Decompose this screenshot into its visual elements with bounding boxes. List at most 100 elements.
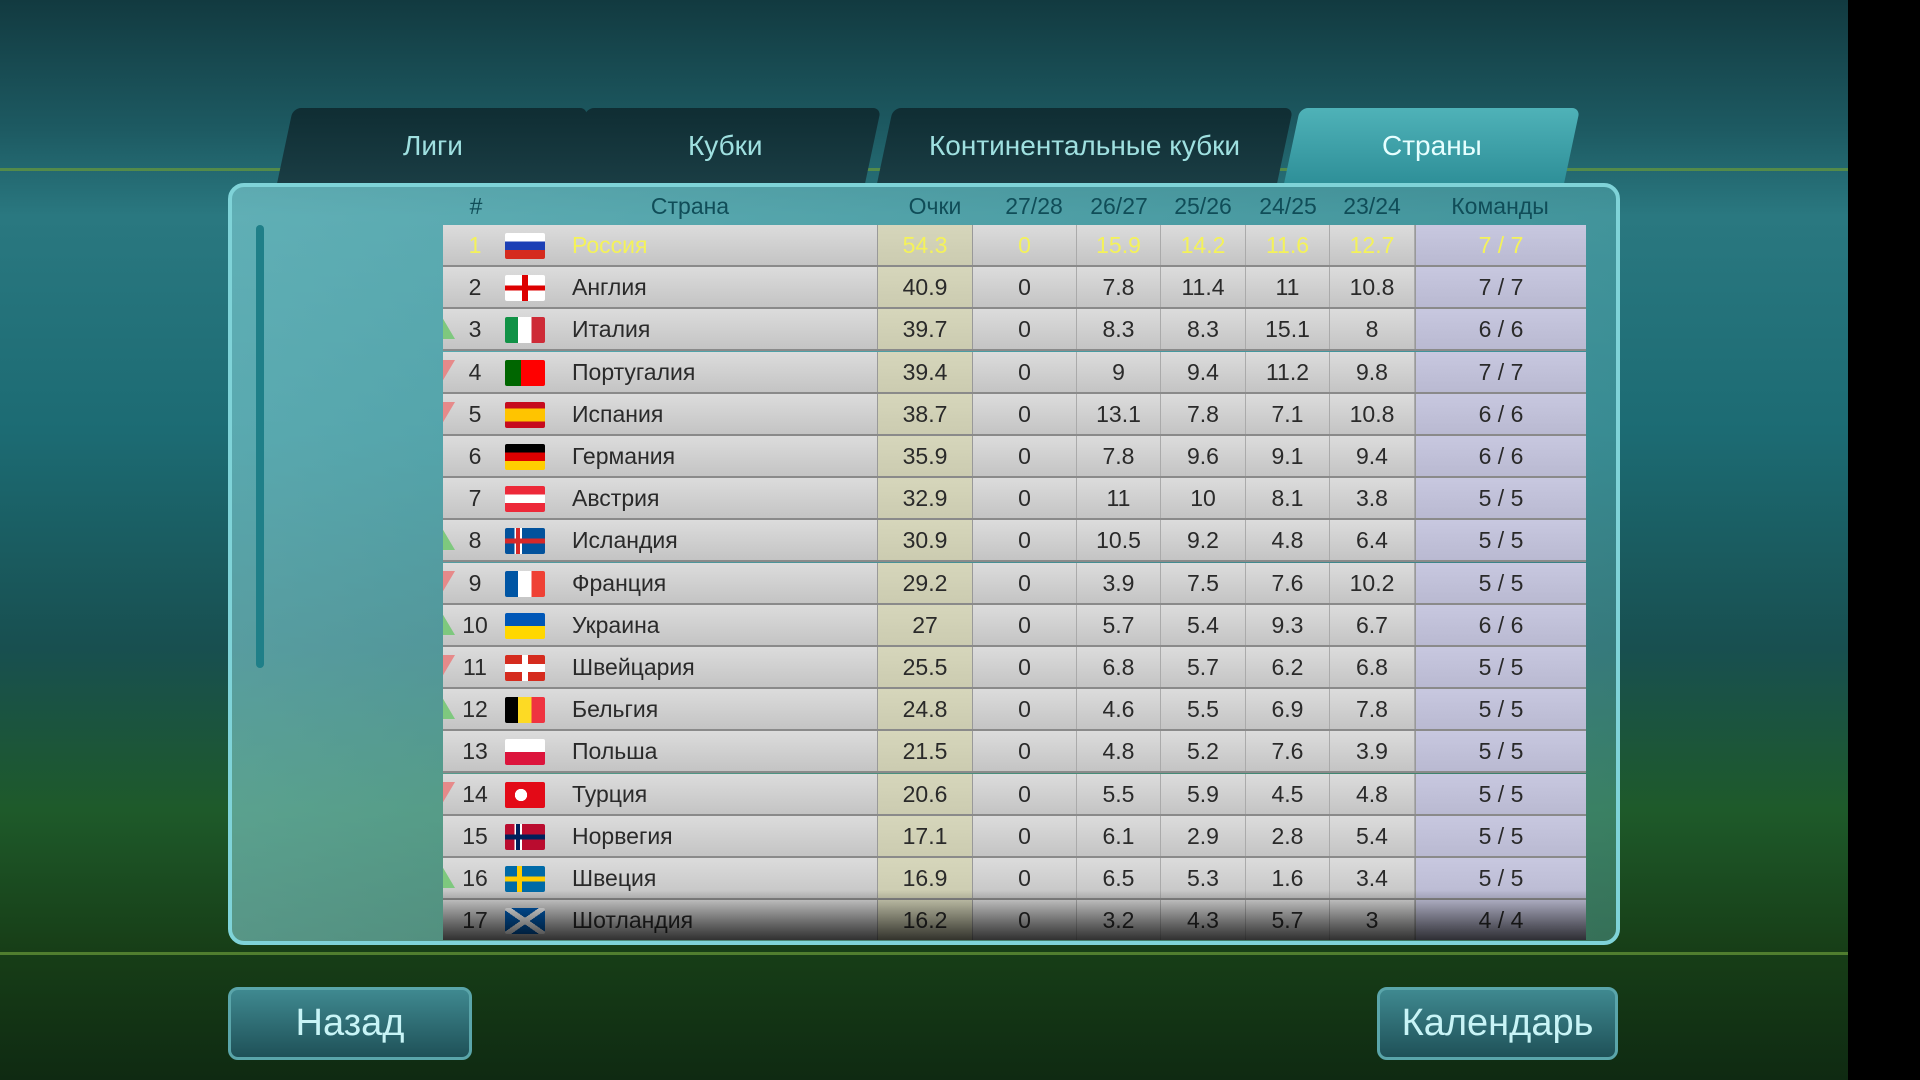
flag-norway-icon bbox=[505, 823, 545, 850]
table-row[interactable]: 2 Англия 40.9 0 7.8 11.4 11 10.8 7 / 7 bbox=[443, 267, 1586, 310]
country-name: Украина bbox=[572, 611, 660, 638]
tab-countries[interactable]: Страны bbox=[1283, 108, 1581, 184]
season-s1: 0 bbox=[973, 309, 1077, 350]
scrollbar[interactable] bbox=[256, 225, 264, 668]
season-s5: 3.9 bbox=[1330, 731, 1415, 772]
rank: 15 bbox=[462, 822, 488, 849]
header-season-2526: 25/26 bbox=[1174, 193, 1232, 219]
tab-label: Лиги bbox=[402, 130, 463, 161]
tab-label: Кубки bbox=[688, 130, 763, 161]
country-name: Шотландия bbox=[572, 907, 694, 934]
table-row[interactable]: 5 Испания 38.7 0 13.1 7.8 7.1 10.8 6 / 6 bbox=[443, 393, 1586, 436]
country-name: Польша bbox=[572, 738, 658, 765]
season-s3: 8.3 bbox=[1161, 309, 1246, 350]
calendar-button[interactable]: Календарь bbox=[1377, 987, 1618, 1060]
season-s1: 0 bbox=[973, 815, 1077, 856]
table-row[interactable]: 9 Франция 29.2 0 3.9 7.5 7.6 10.2 5 / 5 bbox=[443, 562, 1586, 605]
teams: 6 / 6 bbox=[1415, 436, 1586, 476]
flag-england-icon bbox=[505, 275, 545, 302]
teams: 5 / 5 bbox=[1415, 731, 1586, 772]
rank: 4 bbox=[468, 358, 482, 385]
season-s5: 6.7 bbox=[1330, 604, 1415, 645]
season-s4: 8.1 bbox=[1246, 478, 1330, 519]
season-s3: 9.6 bbox=[1161, 436, 1246, 476]
teams: 5 / 5 bbox=[1415, 478, 1586, 519]
table-row[interactable]: 17 Шотландия 16.2 0 3.2 4.3 5.7 3 4 / 4 bbox=[443, 900, 1586, 940]
season-s5: 10.8 bbox=[1330, 393, 1415, 434]
country-name: Франция bbox=[572, 569, 667, 596]
rank: 13 bbox=[462, 738, 488, 765]
header-season-2425: 24/25 bbox=[1259, 193, 1317, 219]
flag-france-icon bbox=[505, 570, 545, 597]
teams: 7 / 7 bbox=[1415, 267, 1586, 308]
season-s4: 6.2 bbox=[1246, 647, 1330, 687]
table-row[interactable]: 14 Турция 20.6 0 5.5 5.9 4.5 4.8 5 / 5 bbox=[443, 773, 1586, 816]
season-s2: 5.7 bbox=[1077, 604, 1161, 645]
trend-up-icon bbox=[443, 612, 455, 635]
flag-russia-icon bbox=[505, 233, 545, 259]
table-row[interactable]: 1 Россия 54.3 0 15.9 14.2 11.6 12.7 7 / 7 bbox=[443, 225, 1586, 267]
header-season-2627: 26/27 bbox=[1090, 193, 1148, 219]
season-s3: 11.4 bbox=[1161, 267, 1246, 308]
season-s4: 7.6 bbox=[1246, 731, 1330, 772]
back-button[interactable]: Назад bbox=[228, 987, 472, 1060]
table-row[interactable]: 6 Германия 35.9 0 7.8 9.6 9.1 9.4 6 / 6 bbox=[443, 436, 1586, 478]
season-s2: 5.5 bbox=[1077, 773, 1161, 814]
trend-up-icon bbox=[443, 697, 455, 720]
trend-down-icon bbox=[443, 655, 455, 677]
season-s3: 5.5 bbox=[1161, 689, 1246, 730]
season-s3: 9.4 bbox=[1161, 351, 1246, 392]
teams: 6 / 6 bbox=[1415, 309, 1586, 350]
country-name: Норвегия bbox=[572, 822, 673, 849]
season-s3: 10 bbox=[1161, 478, 1246, 519]
table-row[interactable]: 8 Исландия 30.9 0 10.5 9.2 4.8 6.4 5 / 5 bbox=[443, 520, 1586, 563]
season-s4: 1.6 bbox=[1246, 858, 1330, 898]
tab-leagues[interactable]: Лиги bbox=[276, 108, 589, 184]
points: 21.5 bbox=[877, 731, 973, 772]
country-name: Швеция bbox=[572, 865, 657, 891]
rank: 2 bbox=[468, 274, 482, 301]
table-row[interactable]: 13 Польша 21.5 0 4.8 5.2 7.6 3.9 5 / 5 bbox=[443, 731, 1586, 774]
season-s5: 9.8 bbox=[1330, 351, 1415, 392]
table-row[interactable]: 7 Австрия 32.9 0 11 10 8.1 3.8 5 / 5 bbox=[443, 478, 1586, 521]
points: 39.7 bbox=[877, 309, 973, 350]
country-name: Турция bbox=[572, 780, 648, 807]
season-s5: 7.8 bbox=[1330, 689, 1415, 730]
table-row[interactable]: 11 Швейцария 25.5 0 6.8 5.7 6.2 6.8 5 / 5 bbox=[443, 647, 1586, 689]
table-row[interactable]: 3 Италия 39.7 0 8.3 8.3 15.1 8 6 / 6 bbox=[443, 309, 1586, 352]
tab-cups[interactable]: Кубки bbox=[569, 108, 882, 184]
flag-germany-icon bbox=[505, 444, 545, 470]
teams: 5 / 5 bbox=[1415, 520, 1586, 561]
table-row[interactable]: 10 Украина 27 0 5.7 5.4 9.3 6.7 6 / 6 bbox=[443, 604, 1586, 647]
season-s5: 6.4 bbox=[1330, 520, 1415, 561]
flag-poland-icon bbox=[505, 739, 545, 766]
season-s1: 0 bbox=[973, 604, 1077, 645]
season-s2: 3.2 bbox=[1077, 900, 1161, 940]
season-s1: 0 bbox=[973, 225, 1077, 265]
season-s2: 8.3 bbox=[1077, 309, 1161, 350]
season-s2: 15.9 bbox=[1077, 225, 1161, 265]
country-name: Италия bbox=[572, 316, 651, 343]
season-s3: 5.3 bbox=[1161, 858, 1246, 898]
season-s4: 9.1 bbox=[1246, 436, 1330, 476]
season-s2: 6.8 bbox=[1077, 647, 1161, 687]
season-s5: 9.4 bbox=[1330, 436, 1415, 476]
season-s5: 10.2 bbox=[1330, 562, 1415, 603]
season-s5: 12.7 bbox=[1330, 225, 1415, 265]
tab-continental-cups[interactable]: Континентальные кубки bbox=[876, 108, 1294, 184]
season-s5: 10.8 bbox=[1330, 267, 1415, 308]
table-row[interactable]: 4 Португалия 39.4 0 9 9.4 11.2 9.8 7 / 7 bbox=[443, 351, 1586, 394]
flag-italy-icon bbox=[505, 317, 545, 344]
season-s3: 5.4 bbox=[1161, 604, 1246, 645]
points: 20.6 bbox=[877, 773, 973, 814]
trend-down-icon bbox=[443, 401, 455, 424]
season-s3: 9.2 bbox=[1161, 520, 1246, 561]
points: 40.9 bbox=[877, 267, 973, 308]
season-s4: 11.2 bbox=[1246, 351, 1330, 392]
teams: 4 / 4 bbox=[1415, 900, 1586, 940]
flag-scotland-icon bbox=[505, 908, 545, 935]
table-row[interactable]: 12 Бельгия 24.8 0 4.6 5.5 6.9 7.8 5 / 5 bbox=[443, 689, 1586, 732]
rank: 12 bbox=[462, 696, 488, 723]
table-row[interactable]: 15 Норвегия 17.1 0 6.1 2.9 2.8 5.4 5 / 5 bbox=[443, 815, 1586, 858]
table-row[interactable]: 16 Швеция 16.9 0 6.5 5.3 1.6 3.4 5 / 5 bbox=[443, 858, 1586, 900]
